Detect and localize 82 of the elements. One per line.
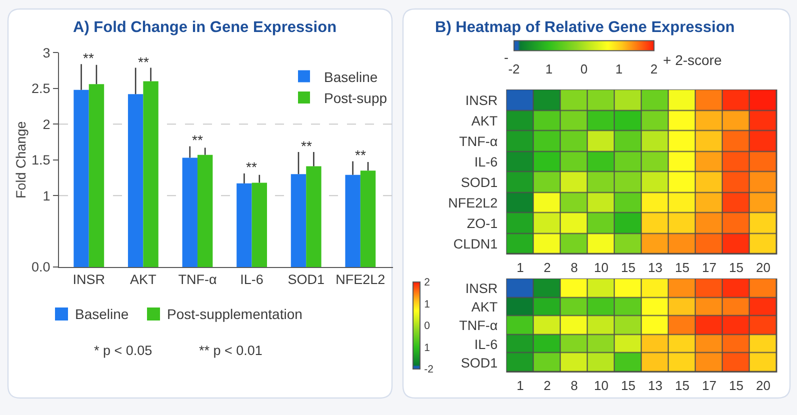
- color-bar-label: 2: [650, 61, 658, 76]
- x-tick-label: 2: [544, 260, 551, 275]
- color-bar-label: 0: [580, 61, 588, 76]
- x-tick-label: 2: [544, 378, 551, 393]
- y-tick-label: AKT: [471, 113, 498, 128]
- bar: [236, 183, 252, 267]
- y-tick-label: 0.0: [32, 260, 50, 275]
- bar: [143, 81, 158, 267]
- color-bar-label: 0: [424, 320, 430, 332]
- text: ** p < 0.01: [199, 343, 262, 358]
- bar: [360, 170, 376, 267]
- y-tick-label: 2: [42, 116, 50, 132]
- x-tick-label: 15: [728, 260, 744, 275]
- color-bar-label: -2: [508, 61, 520, 76]
- y-tick-label: IL-6: [474, 154, 498, 170]
- color-bar-title: + 2-score: [663, 52, 722, 68]
- bar: [345, 174, 360, 267]
- y-tick-label: AKT: [471, 300, 498, 315]
- x-tick-label: 8: [570, 260, 578, 275]
- x-tick-label: AKT: [130, 272, 156, 288]
- y-tick-label: ZO-1: [466, 216, 498, 231]
- color-bar-label: -2: [424, 364, 434, 376]
- x-tick-label: 17: [702, 378, 716, 393]
- x-tick-label: 20: [756, 378, 770, 393]
- color-bar-label: 1: [424, 342, 430, 354]
- y-tick-label: NFE2L2: [448, 195, 498, 210]
- y-tick-label: INSR: [465, 92, 498, 108]
- bar: [252, 182, 267, 267]
- x-tick-label: 15: [620, 378, 636, 393]
- x-tick-label: 15: [674, 260, 690, 275]
- x-tick-label: 1: [516, 378, 524, 393]
- y-tick-label: SOD1: [460, 355, 498, 370]
- x-tick-label: 13: [648, 260, 662, 275]
- y-tick-label: TNF-α: [459, 318, 498, 334]
- annotation: **: [355, 147, 366, 163]
- legend-label: Baseline: [324, 68, 378, 85]
- y-tick-label: 3: [42, 45, 50, 60]
- color-bar-label: 1: [545, 61, 553, 76]
- chart-title: B) Heatmap of Relative Gene Expression: [435, 19, 735, 36]
- y-tick-label: 1: [42, 188, 50, 204]
- x-tick-label: IL-6: [240, 272, 264, 288]
- bar: [128, 94, 144, 267]
- x-tick-label: 17: [702, 260, 716, 275]
- y-tick-label: TNF-α: [459, 134, 498, 149]
- bar: [197, 154, 213, 267]
- bar: [182, 158, 198, 267]
- x-tick-label: 10: [594, 378, 608, 393]
- color-bar-label: 1: [615, 61, 623, 76]
- x-tick-label: 10: [594, 260, 608, 275]
- x-tick-label: 1: [516, 260, 524, 275]
- x-tick-label: TNF-α: [178, 272, 217, 288]
- text: Baseline: [75, 306, 129, 322]
- x-tick-label: 15: [728, 378, 744, 393]
- annotation: **: [301, 138, 312, 154]
- bar: [74, 90, 89, 267]
- annotation: **: [138, 54, 150, 70]
- bar: [306, 166, 322, 267]
- x-tick-label: 15: [620, 260, 636, 275]
- text: -: [504, 50, 508, 65]
- y-axis-title: Fold Change: [13, 121, 28, 199]
- text: * p < 0.05: [94, 343, 152, 358]
- color-bar-label: 1: [424, 298, 430, 310]
- bar: [290, 174, 306, 267]
- y-tick-label: CLDN1: [453, 236, 498, 252]
- legend-label: Post-supp: [324, 90, 388, 106]
- x-tick-label: 20: [756, 260, 770, 275]
- chart-title: A) Fold Change in Gene Expression: [73, 19, 337, 36]
- annotation: **: [192, 132, 204, 148]
- y-tick-label: 1.5: [32, 152, 50, 168]
- y-tick-label: SOD1: [460, 174, 498, 190]
- y-tick-label: 2.5: [32, 81, 50, 96]
- x-tick-label: SOD1: [288, 272, 324, 288]
- y-tick-label: IL-6: [474, 336, 498, 352]
- x-tick-label: 15: [674, 378, 690, 393]
- x-tick-label: 13: [648, 378, 662, 393]
- annotation: **: [83, 50, 94, 66]
- text: Post-supplementation: [167, 306, 302, 322]
- x-tick-label: NFE2L2: [336, 272, 386, 288]
- x-tick-label: 8: [570, 378, 578, 393]
- annotation: **: [246, 159, 258, 175]
- bar: [88, 84, 104, 267]
- x-tick-label: INSR: [72, 272, 106, 288]
